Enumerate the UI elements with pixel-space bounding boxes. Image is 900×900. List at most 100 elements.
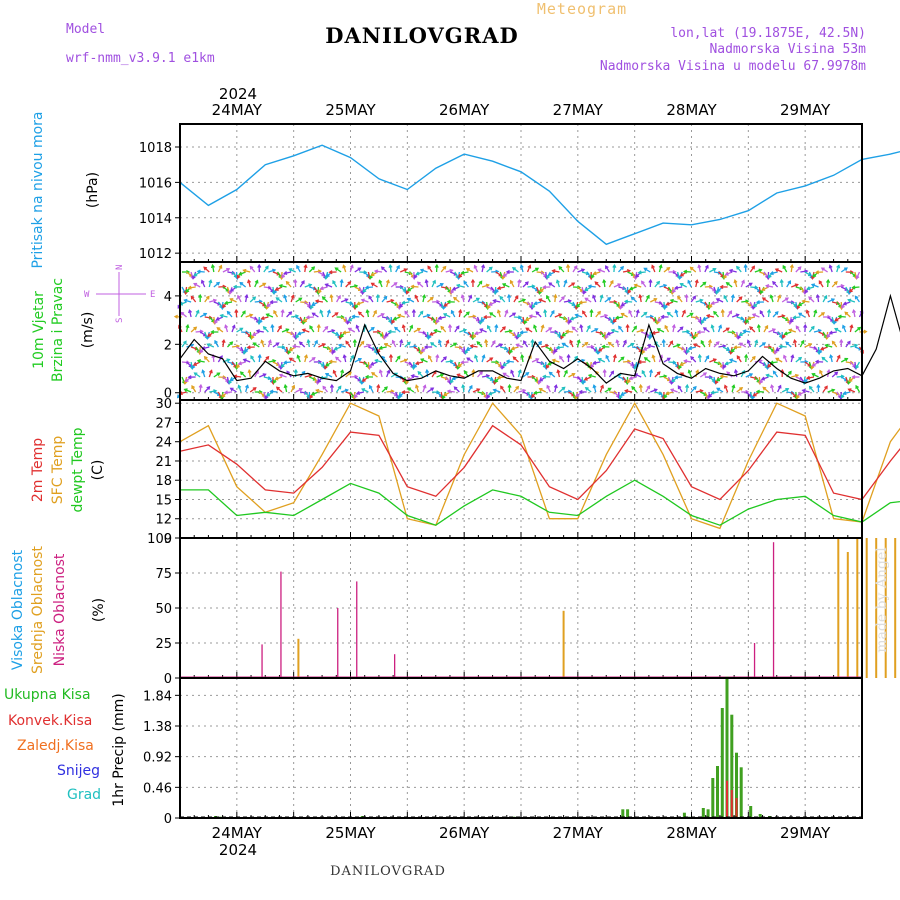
wind-arrow-head: [617, 283, 622, 287]
station-title: DANILOVGRAD: [325, 23, 518, 48]
wind-arrow-head: [342, 354, 347, 359]
wind-arrow-head: [730, 348, 735, 353]
wind-arrow-head: [704, 264, 709, 269]
wind-arrow-head: [524, 281, 529, 286]
wind-arrow: [604, 297, 611, 303]
wind-arrow-head: [854, 295, 859, 300]
wind-arrow: [790, 265, 793, 273]
wind-arrow-head: [324, 325, 329, 330]
wind-arrow: [268, 269, 276, 273]
wind-arrow-head: [684, 293, 689, 298]
wind-arrow-head: [679, 283, 684, 287]
wind-arrow-head: [548, 327, 553, 331]
wind-arrow-head: [746, 316, 752, 321]
wind-arrow-head: [212, 298, 218, 303]
wind-arrow-head: [783, 331, 788, 336]
wind-arrow-head: [715, 298, 720, 302]
wind-arrow-head: [325, 273, 330, 278]
wind-arrow-head: [754, 339, 759, 344]
wind-arrow-head: [410, 374, 415, 379]
wind-arrow-head: [255, 329, 260, 334]
wind-arrow-head: [407, 387, 412, 391]
wind-arrow: [389, 265, 392, 273]
wind-arrow-head: [612, 318, 617, 323]
wind-arrow-head: [515, 343, 520, 348]
wind-arrow-head: [808, 296, 813, 301]
wind-arrow-head: [278, 325, 282, 329]
wind-arrow-head: [806, 286, 811, 291]
wind-arrow-head: [203, 312, 208, 317]
wind-arrow-head: [419, 350, 424, 355]
wind-arrow-head: [851, 374, 856, 380]
wind-arrow: [756, 390, 765, 393]
wind-arrow-head: [749, 326, 754, 331]
year-label-bottom: 2024: [219, 841, 257, 859]
wind-arrow-head: [594, 328, 599, 332]
wind-arrow-head: [581, 268, 586, 273]
wind-arrow-head: [710, 390, 715, 395]
wind-arrow: [795, 357, 802, 363]
wind-arrow-head: [778, 344, 783, 349]
wind-arrow: [286, 281, 292, 288]
wind-arrow-head: [592, 360, 597, 365]
wind-arrow: [793, 339, 797, 348]
wind-arrow-head: [818, 349, 823, 354]
wind-arrow: [350, 375, 358, 378]
wind-arrow-head: [779, 278, 784, 283]
wind-arrow: [222, 286, 230, 292]
wind-arrow: [184, 299, 192, 303]
wind-arrow-head: [489, 357, 494, 361]
wind-arrow-head: [368, 365, 373, 370]
wind-arrow-head: [625, 323, 630, 328]
wind-arrow-head: [623, 339, 627, 344]
wind-arrow-head: [250, 335, 255, 340]
wind-arrow-head: [324, 275, 329, 280]
wind-arrow-head: [579, 323, 584, 329]
wind-arrow-head: [266, 303, 271, 308]
wind-arrow-head: [563, 279, 568, 284]
wind-arrow-head: [692, 343, 697, 348]
cloud-bar: [356, 581, 358, 678]
wind-arrow-head: [598, 347, 603, 352]
cloud-bar: [562, 610, 565, 678]
wind-arrow: [271, 324, 274, 333]
wind-arrow-head: [494, 289, 499, 294]
wind-arrow-head: [487, 305, 491, 310]
wind-arrow-head: [492, 299, 497, 304]
wind-arrow-head: [551, 269, 556, 274]
wind-arrow-head: [229, 377, 234, 382]
wind-arrow-head: [464, 370, 468, 375]
wind-arrow-head: [826, 333, 831, 338]
wind-arrow-head: [311, 302, 316, 306]
wind-arrow: [326, 310, 331, 318]
wind-arrow-head: [420, 358, 425, 362]
wind-arrow-head: [702, 317, 707, 321]
wind-arrow: [554, 385, 557, 393]
wind-arrow-head: [216, 281, 221, 286]
wind-arrow: [813, 310, 817, 318]
wind-arrow: [603, 280, 606, 288]
wind-arrow: [429, 331, 437, 336]
wind-arrow-head: [589, 308, 594, 313]
wind-arrow-head: [423, 344, 428, 350]
wind-arrow-head: [669, 340, 674, 345]
wind-arrow: [538, 298, 546, 303]
wind-arrow: [451, 310, 456, 318]
wind-arrow-head: [836, 354, 841, 359]
wind-arrow-head: [193, 326, 198, 331]
wind-arrow-head: [246, 345, 251, 350]
wind-arrow-head: [677, 295, 681, 300]
wind-arrow-head: [405, 380, 410, 385]
wind-arrow-head: [517, 278, 522, 284]
wind-arrow: [295, 388, 303, 393]
wind-arrow-head: [238, 271, 243, 276]
wind-arrow: [385, 370, 390, 378]
wind-arrow-head: [599, 294, 604, 299]
wind-arrow: [745, 301, 753, 307]
wind-arrow-head: [468, 384, 473, 389]
wind-arrow-head: [814, 270, 819, 275]
y-tick-label: 30: [155, 397, 172, 412]
wind-arrow-head: [422, 294, 427, 299]
wind-arrow-head: [637, 270, 642, 275]
wind-arrow: [766, 285, 774, 288]
